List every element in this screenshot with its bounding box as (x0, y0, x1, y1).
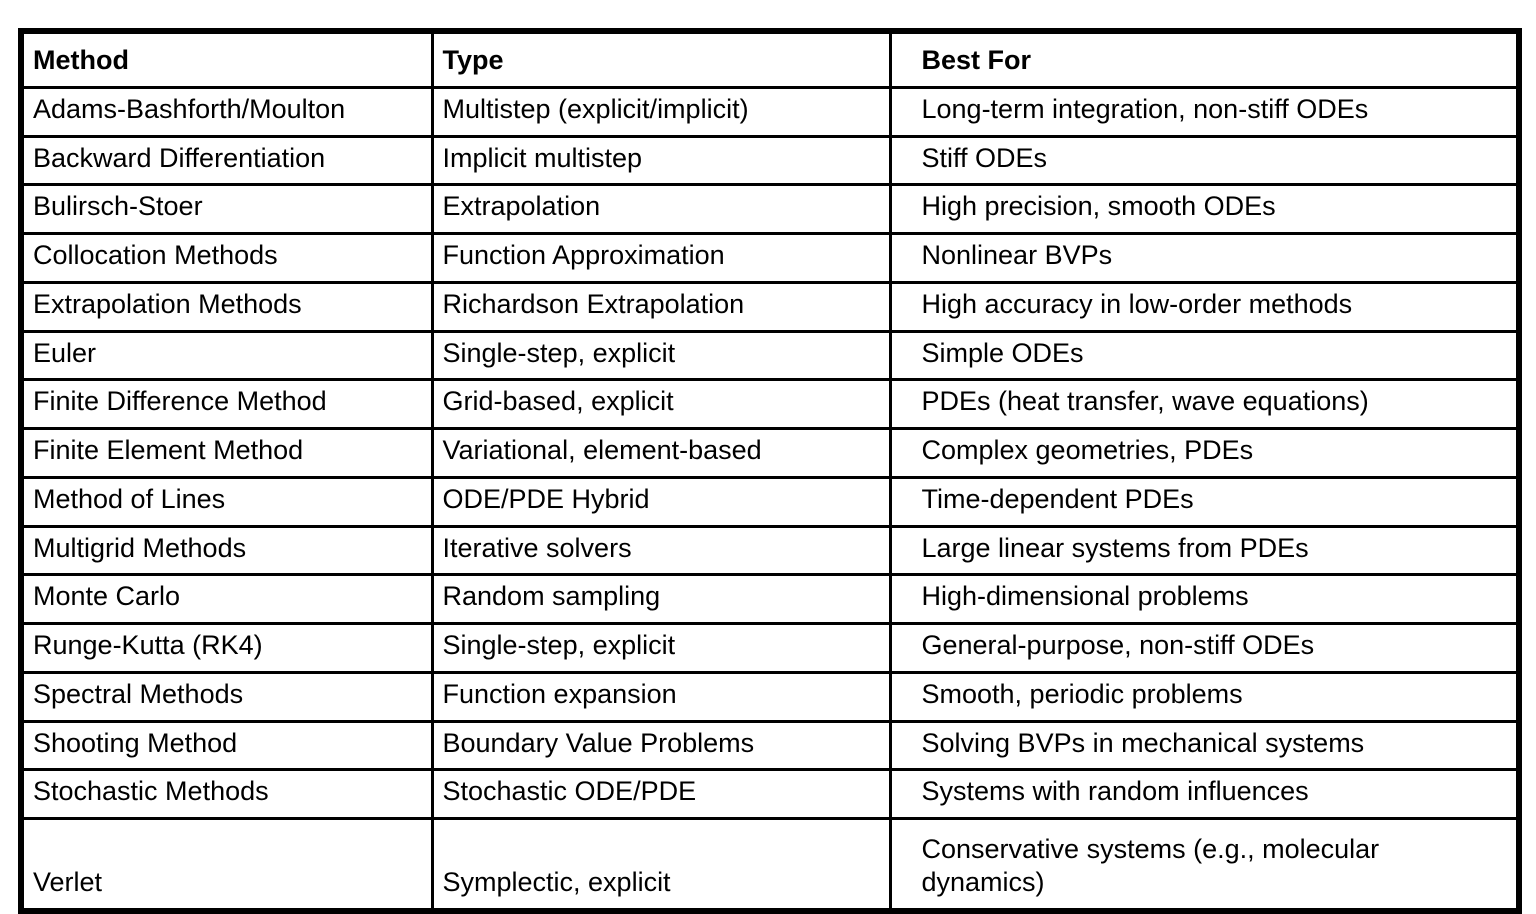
table-cell: Multistep (explicit/implicit) (430, 85, 892, 138)
table-row: Runge-Kutta (RK4) Single-step, explicit Ge… (19, 622, 1521, 674)
table-cell: Adams-Bashforth/Moulton (19, 85, 434, 138)
table-cell: Iterative solvers (430, 524, 892, 577)
table-cell: Long-term integration, non-stiff ODEs (888, 85, 1521, 138)
table-row: Monte Carlo Random sampling High-dimension… (19, 573, 1521, 625)
table-cell: Richardson Extrapolation (430, 280, 892, 333)
table-cell: Function expansion (430, 670, 892, 723)
table-cell: Time-dependent PDEs (888, 475, 1521, 528)
table-cell: Finite Element Method (19, 427, 434, 479)
table-cell: Solving BVPs in mechanical systems (888, 719, 1521, 772)
table-cell: Grid-based, explicit (430, 378, 892, 430)
table-cell: Euler (19, 329, 434, 382)
table-cell: High accuracy in low-order methods (888, 280, 1521, 333)
table-row: Spectral Methods Function expansion Smooth… (19, 670, 1521, 723)
table-cell: Monte Carlo (19, 573, 434, 625)
table-header: Method Type Best For (19, 29, 1521, 89)
table-cell: Bulirsch-Stoer (19, 183, 434, 235)
table-cell: Collocation Methods (19, 232, 434, 284)
table-cell: Finite Difference Method (19, 378, 434, 430)
table-cell: Extrapolation (430, 183, 892, 235)
table-row: Finite Element Method Variational, elemen… (19, 427, 1521, 479)
numerical-methods-table: Method Type Best For Adams-Bashforth/Mou… (18, 28, 1522, 914)
table-cell: Implicit multistep (430, 134, 892, 187)
table-row: Shooting Method Boundary Value Problems So… (19, 719, 1521, 772)
table-cell: Complex geometries, PDEs (888, 427, 1521, 479)
table-cell: Random sampling (430, 573, 892, 625)
table-cell: Verlet (19, 817, 434, 913)
table-body: Adams-Bashforth/Moulton Multistep (explic… (19, 85, 1521, 913)
table-cell: Stochastic ODE/PDE (430, 768, 892, 820)
table-row: Extrapolation Methods Richardson Extrapol… (19, 280, 1521, 333)
table-cell: Spectral Methods (19, 670, 434, 723)
table-cell: Smooth, periodic problems (888, 670, 1521, 723)
table-cell: Backward Differentiation (19, 134, 434, 187)
table-cell: Large linear systems from PDEs (888, 524, 1521, 577)
table-row: Finite Difference Method Grid-based, expl… (19, 378, 1521, 430)
table-row: Backward Differentiation Implicit multist… (19, 134, 1521, 187)
table-cell: High precision, smooth ODEs (888, 183, 1521, 235)
column-header-type: Type (430, 29, 892, 89)
table-row: Bulirsch-Stoer Extrapolation High precisio… (19, 183, 1521, 235)
table-cell: Multigrid Methods (19, 524, 434, 577)
table-row: Multigrid Methods Iterative solvers Large … (19, 524, 1521, 577)
table-cell: ODE/PDE Hybrid (430, 475, 892, 528)
table-cell: Method of Lines (19, 475, 434, 528)
numerical-methods-table-container: Method Type Best For Adams-Bashforth/Mou… (18, 28, 1522, 914)
column-header-best-for: Best For (888, 29, 1521, 89)
table-row: Collocation Methods Function Approximatio… (19, 232, 1521, 284)
header-row: Method Type Best For (19, 29, 1521, 89)
table-cell: Stochastic Methods (19, 768, 434, 820)
table-cell: Symplectic, explicit (430, 817, 892, 913)
table-cell: Simple ODEs (888, 329, 1521, 382)
table-cell: PDEs (heat transfer, wave equations) (888, 378, 1521, 430)
table-cell: Variational, element-based (430, 427, 892, 479)
table-cell: Conservative systems (e.g., molecular dy… (888, 817, 1521, 913)
table-cell: Boundary Value Problems (430, 719, 892, 772)
table-cell: General-purpose, non-stiff ODEs (888, 622, 1521, 674)
table-cell: Systems with random influences (888, 768, 1521, 820)
table-cell: High-dimensional problems (888, 573, 1521, 625)
table-row: Method of Lines ODE/PDE Hybrid Time-depend… (19, 475, 1521, 528)
table-cell: Stiff ODEs (888, 134, 1521, 187)
table-row: Stochastic Methods Stochastic ODE/PDE Syst… (19, 768, 1521, 820)
table-cell: Runge-Kutta (RK4) (19, 622, 434, 674)
table-cell: Single-step, explicit (430, 329, 892, 382)
table-cell: Nonlinear BVPs (888, 232, 1521, 284)
table-row: Euler Single-step, explicit Simple ODEs (19, 329, 1521, 382)
column-header-method: Method (19, 29, 434, 89)
table-row: Verlet Symplectic, explicit Conservative s… (19, 817, 1521, 913)
table-cell: Function Approximation (430, 232, 892, 284)
table-cell: Single-step, explicit (430, 622, 892, 674)
table-row: Adams-Bashforth/Moulton Multistep (explic… (19, 85, 1521, 138)
table-cell: Extrapolation Methods (19, 280, 434, 333)
table-cell: Shooting Method (19, 719, 434, 772)
